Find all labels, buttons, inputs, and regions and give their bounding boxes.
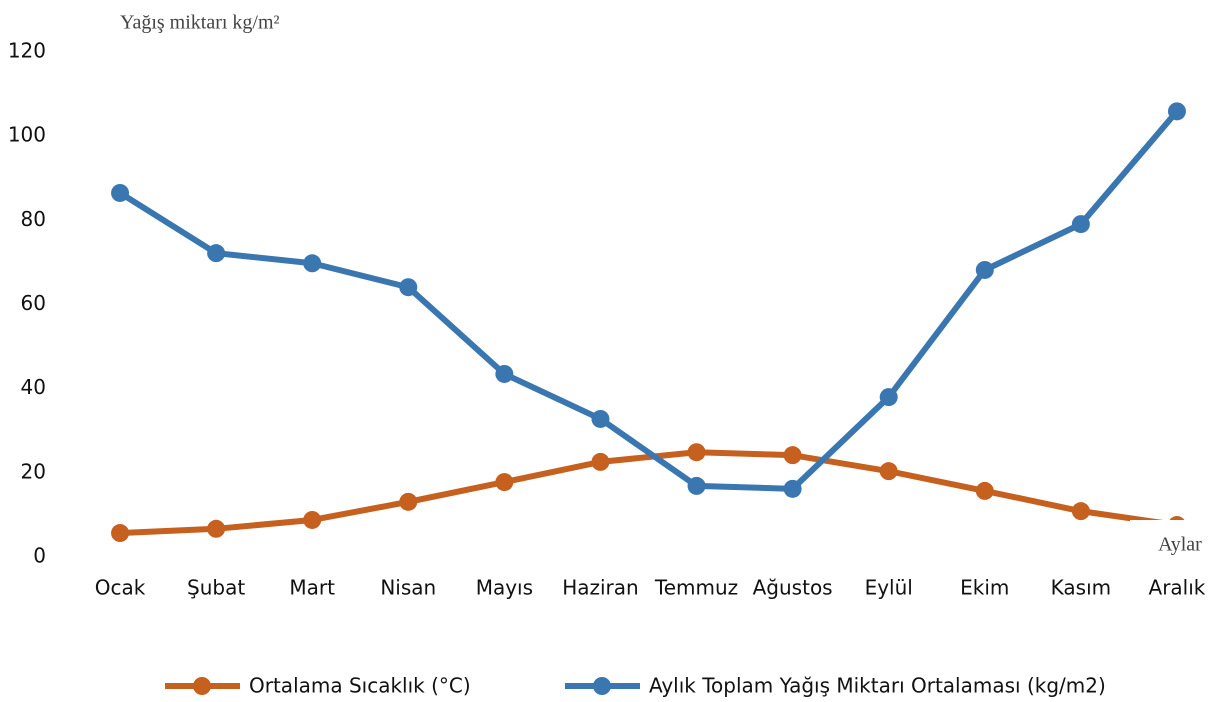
legend-marker [593,677,611,695]
point [1071,502,1090,521]
legend-marker [193,677,211,695]
x-tick-label: Ocak [95,576,146,600]
point [303,510,322,529]
point [303,254,322,273]
x-tick-label: Nisan [380,576,436,600]
y-tick-label: 0 [33,544,46,568]
series-line [119,449,1178,537]
point [975,481,994,500]
y-tick-label: 80 [21,207,46,231]
point [399,278,418,297]
x-axis-label: Aylar [1158,534,1202,556]
point [879,462,898,481]
y-tick-label: 100 [8,123,46,147]
point [111,524,130,543]
point [687,476,706,495]
point [591,409,610,428]
y-tick-label: 40 [21,375,46,399]
point [879,388,898,407]
point [207,519,226,538]
legend-label: Aylık Toplam Yağış Miktarı Ortalaması (k… [649,674,1106,698]
x-tick-label: Kasım [1051,576,1111,600]
point [687,443,706,462]
point [1071,215,1090,234]
point [975,260,994,279]
y-axis-label: Yağış miktarı kg/m² [120,12,280,34]
y-tick-label: 20 [21,459,46,483]
point [783,446,802,465]
point [495,473,514,492]
point [207,244,226,263]
legend-label: Ortalama Sıcaklık (°C) [249,674,471,698]
point [591,452,610,471]
x-tick-label: Ekim [960,576,1009,600]
x-tick-label: Haziran [562,576,639,600]
point [495,364,514,383]
point [783,479,802,498]
x-tick-label: Mart [289,576,335,600]
point [111,183,130,202]
x-tick-label: Eylül [865,576,913,600]
y-tick-label: 120 [8,39,46,63]
x-label-box [1130,520,1231,572]
point [1167,102,1186,121]
series-line [118,109,1180,492]
x-tick-label: Temmuz [654,576,738,600]
point [399,492,418,511]
x-tick-label: Mayıs [476,576,533,600]
x-tick-label: Ağustos [753,576,833,600]
x-tick-label: Şubat [187,576,245,600]
x-tick-label: Aralık [1149,576,1206,600]
y-tick-label: 60 [21,291,46,315]
